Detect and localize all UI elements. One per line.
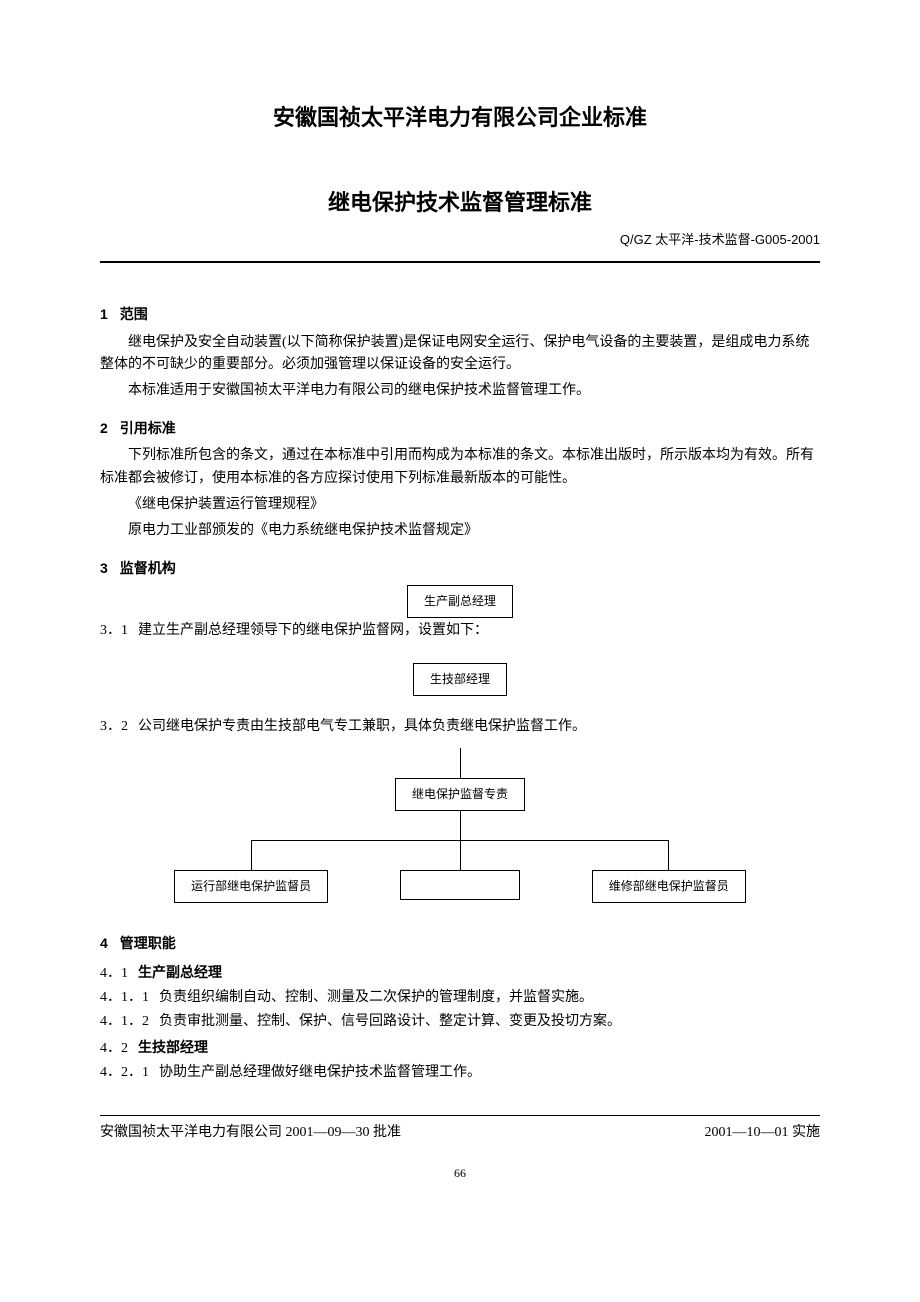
org-box-supervisor: 继电保护监督专责 (395, 778, 525, 811)
section-4-num: 4 (100, 932, 108, 954)
section-3-1: 3．1 建立生产副总经理领导下的继电保护监督网，设置如下： (100, 620, 820, 642)
section-4-1: 4．1 生产副总经理 (100, 961, 820, 985)
section-3-2-num: 3．2 (100, 716, 128, 738)
section-1-heading: 1 范围 (100, 303, 820, 325)
section-1-num: 1 (100, 303, 108, 325)
section-3-1-num: 3．1 (100, 620, 128, 642)
section-1-p1: 继电保护及安全自动装置(以下简称保护装置)是保证电网安全运行、保护电气设备的主要… (100, 332, 820, 377)
section-3-num: 3 (100, 557, 108, 579)
section-2-p1: 下列标准所包含的条文，通过在本标准中引用而构成为本标准的条文。本标准出版时，所示… (100, 445, 820, 490)
section-4-title: 管理职能 (120, 935, 176, 951)
section-4-2-heading: 生技部经理 (138, 1039, 208, 1055)
org-box-operation: 运行部继电保护监督员 (174, 870, 328, 903)
section-4-1-1-num: 4．1．1 (100, 987, 149, 1009)
section-3-heading: 3 监督机构 (100, 557, 820, 579)
section-1-title: 范围 (120, 306, 148, 322)
section-2-heading: 2 引用标准 (100, 417, 820, 439)
section-2-p3: 原电力工业部颁发的《电力系统继电保护技术监督规定》 (100, 520, 820, 542)
section-2-p2: 《继电保护装置运行管理规程》 (100, 494, 820, 516)
section-4-1-2-text: 负责审批测量、控制、保护、信号回路设计、整定计算、变更及投切方案。 (159, 1014, 621, 1029)
section-1-p2: 本标准适用于安徽国祯太平洋电力有限公司的继电保护技术监督管理工作。 (100, 380, 820, 402)
org-box-maintenance: 维修部继电保护监督员 (592, 870, 746, 903)
section-4-2-1: 4．2．1 协助生产副总经理做好继电保护技术监督管理工作。 (100, 1062, 820, 1084)
org-box-row2: 生技部经理 (100, 663, 820, 696)
section-3-1-text: 建立生产副总经理领导下的继电保护监督网，设置如下： (138, 623, 488, 638)
section-2-num: 2 (100, 417, 108, 439)
footer: 安徽国祯太平洋电力有限公司 2001—09—30 批准 2001—10—01 实… (100, 1115, 820, 1144)
section-3-2-text: 公司继电保护专责由生技部电气专工兼职，具体负责继电保护监督工作。 (138, 719, 586, 734)
footer-effective: 2001—10—01 实施 (705, 1122, 821, 1144)
org-box-dept-mgr: 生技部经理 (413, 663, 507, 696)
section-4-2-1-num: 4．2．1 (100, 1062, 149, 1084)
chart-line (460, 810, 461, 840)
section-4-1-1-text: 负责组织编制自动、控制、测量及二次保护的管理制度，并监督实施。 (159, 990, 593, 1005)
company-title: 安徽国祯太平洋电力有限公司企业标准 (100, 100, 820, 135)
org-chart: 继电保护监督专责 运行部继电保护监督员 维修部继电保护监督员 (100, 748, 820, 918)
chart-line (668, 840, 669, 870)
chart-line (460, 840, 461, 870)
divider-top (100, 261, 820, 263)
section-4-1-num: 4．1 (100, 963, 128, 985)
chart-line (460, 748, 461, 778)
section-4-heading: 4 管理职能 (100, 932, 820, 954)
section-4-2: 4．2 生技部经理 (100, 1036, 820, 1060)
page-number: 66 (100, 1164, 820, 1183)
section-4-1-1: 4．1．1 负责组织编制自动、控制、测量及二次保护的管理制度，并监督实施。 (100, 987, 820, 1009)
section-4-1-heading: 生产副总经理 (138, 964, 222, 980)
org-box-row1: 生产副总经理 (100, 585, 820, 618)
section-2-title: 引用标准 (120, 420, 176, 436)
document-code: Q/GZ 太平洋-技术监督-G005-2001 (100, 230, 820, 251)
section-4-1-2: 4．1．2 负责审批测量、控制、保护、信号回路设计、整定计算、变更及投切方案。 (100, 1011, 820, 1033)
org-box-vp: 生产副总经理 (407, 585, 513, 618)
section-3-title: 监督机构 (120, 560, 176, 576)
section-4-1-2-num: 4．1．2 (100, 1011, 149, 1033)
section-4-2-num: 4．2 (100, 1038, 128, 1060)
section-4-2-1-text: 协助生产副总经理做好继电保护技术监督管理工作。 (159, 1065, 481, 1080)
section-3-2: 3．2 公司继电保护专责由生技部电气专工兼职，具体负责继电保护监督工作。 (100, 716, 820, 738)
org-box-empty (400, 870, 520, 900)
document-title: 继电保护技术监督管理标准 (100, 185, 820, 220)
footer-approval: 安徽国祯太平洋电力有限公司 2001—09—30 批准 (100, 1122, 401, 1144)
chart-line (251, 840, 252, 870)
